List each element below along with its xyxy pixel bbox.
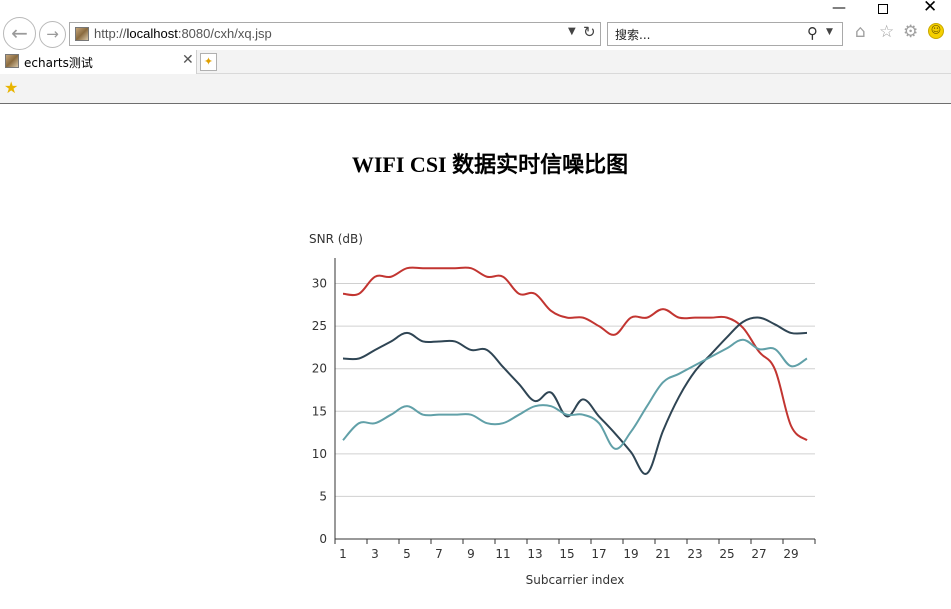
x-tick-label: 17 — [591, 547, 606, 561]
close-icon[interactable]: ✕ — [923, 0, 938, 17]
maximize-icon[interactable] — [878, 4, 888, 14]
favorites-bar: ★ — [0, 74, 951, 104]
y-tick-label: 10 — [312, 447, 327, 461]
favorites-star-icon[interactable]: ☆ — [879, 22, 895, 42]
chart-title: WIFI CSI 数据实时信噪比图 — [352, 152, 628, 177]
x-tick-label: 15 — [559, 547, 574, 561]
x-tick-label: 29 — [783, 547, 798, 561]
x-tick-label: 21 — [655, 547, 670, 561]
add-favorites-icon[interactable]: ★ — [4, 78, 19, 97]
search-icon[interactable]: ⚲ — [807, 24, 818, 42]
gear-icon[interactable]: ⚙ — [903, 22, 919, 42]
search-input[interactable]: 搜索... ⚲ ▼ — [607, 22, 843, 46]
arrow-left-icon: ← — [11, 21, 28, 45]
url-scheme: http:// — [94, 26, 127, 41]
x-tick-label: 19 — [623, 547, 638, 561]
x-tick-label: 11 — [495, 547, 510, 561]
x-tick-label: 27 — [751, 547, 766, 561]
y-axis-label: SNR (dB) — [309, 232, 363, 246]
y-tick-label: 20 — [312, 362, 327, 376]
address-bar[interactable]: http://localhost:8080/cxh/xq.jsp ▼ ↻ — [69, 22, 601, 46]
series-line-1 — [342, 266, 808, 442]
arrow-right-icon: → — [46, 25, 59, 43]
y-tick-label: 15 — [312, 404, 327, 418]
y-tick-label: 5 — [319, 489, 327, 503]
grid-lines — [335, 283, 815, 497]
x-tick-label: 7 — [435, 547, 443, 561]
series-line-2 — [342, 316, 808, 475]
snr-chart: WIFI CSI 数据实时信噪比图 SNR (dB) Subcarrier in… — [309, 152, 816, 587]
y-tick-label: 25 — [312, 319, 327, 333]
tab-echarts[interactable]: echarts测试 ✕ — [0, 50, 197, 74]
search-dropdown-icon[interactable]: ▼ — [826, 27, 833, 37]
tab-close-icon[interactable]: ✕ — [182, 52, 194, 68]
search-placeholder: 搜索... — [615, 28, 651, 42]
address-dropdown-icon[interactable]: ▼ — [568, 26, 576, 37]
browser-toolbar: ← → http://localhost:8080/cxh/xq.jsp ▼ ↻… — [0, 0, 951, 50]
series-lines — [342, 266, 808, 475]
url-path: :8080/cxh/xq.jsp — [177, 26, 272, 41]
forward-button[interactable]: → — [39, 21, 66, 48]
refresh-icon[interactable]: ↻ — [583, 23, 596, 41]
new-tab-button[interactable]: ✦ — [200, 53, 217, 71]
x-tick-label: 5 — [403, 547, 411, 561]
x-tick-label: 9 — [467, 547, 475, 561]
new-tab-icon: ✦ — [203, 55, 214, 68]
back-button[interactable]: ← — [3, 17, 36, 50]
x-tick-label: 25 — [719, 547, 734, 561]
tab-favicon-icon — [5, 54, 19, 68]
feedback-smiley-icon[interactable]: ☺ — [928, 23, 944, 39]
x-tick-label: 23 — [687, 547, 702, 561]
x-tick-label: 3 — [371, 547, 379, 561]
minimize-icon[interactable]: — — [832, 0, 846, 16]
site-favicon-icon — [75, 27, 89, 41]
url-host: localhost — [126, 26, 178, 41]
address-url: http://localhost:8080/cxh/xq.jsp — [94, 26, 272, 41]
y-tick-label: 0 — [319, 532, 327, 546]
x-axis-label: Subcarrier index — [526, 573, 625, 587]
home-icon[interactable]: ⌂ — [855, 22, 866, 42]
series-line-3 — [342, 338, 808, 450]
x-tick-label: 1 — [339, 547, 347, 561]
y-tick-label: 30 — [312, 277, 327, 291]
tab-label: echarts测试 — [24, 56, 93, 70]
x-tick-label: 13 — [527, 547, 542, 561]
tab-bar: echarts测试 ✕ ✦ — [0, 50, 951, 74]
